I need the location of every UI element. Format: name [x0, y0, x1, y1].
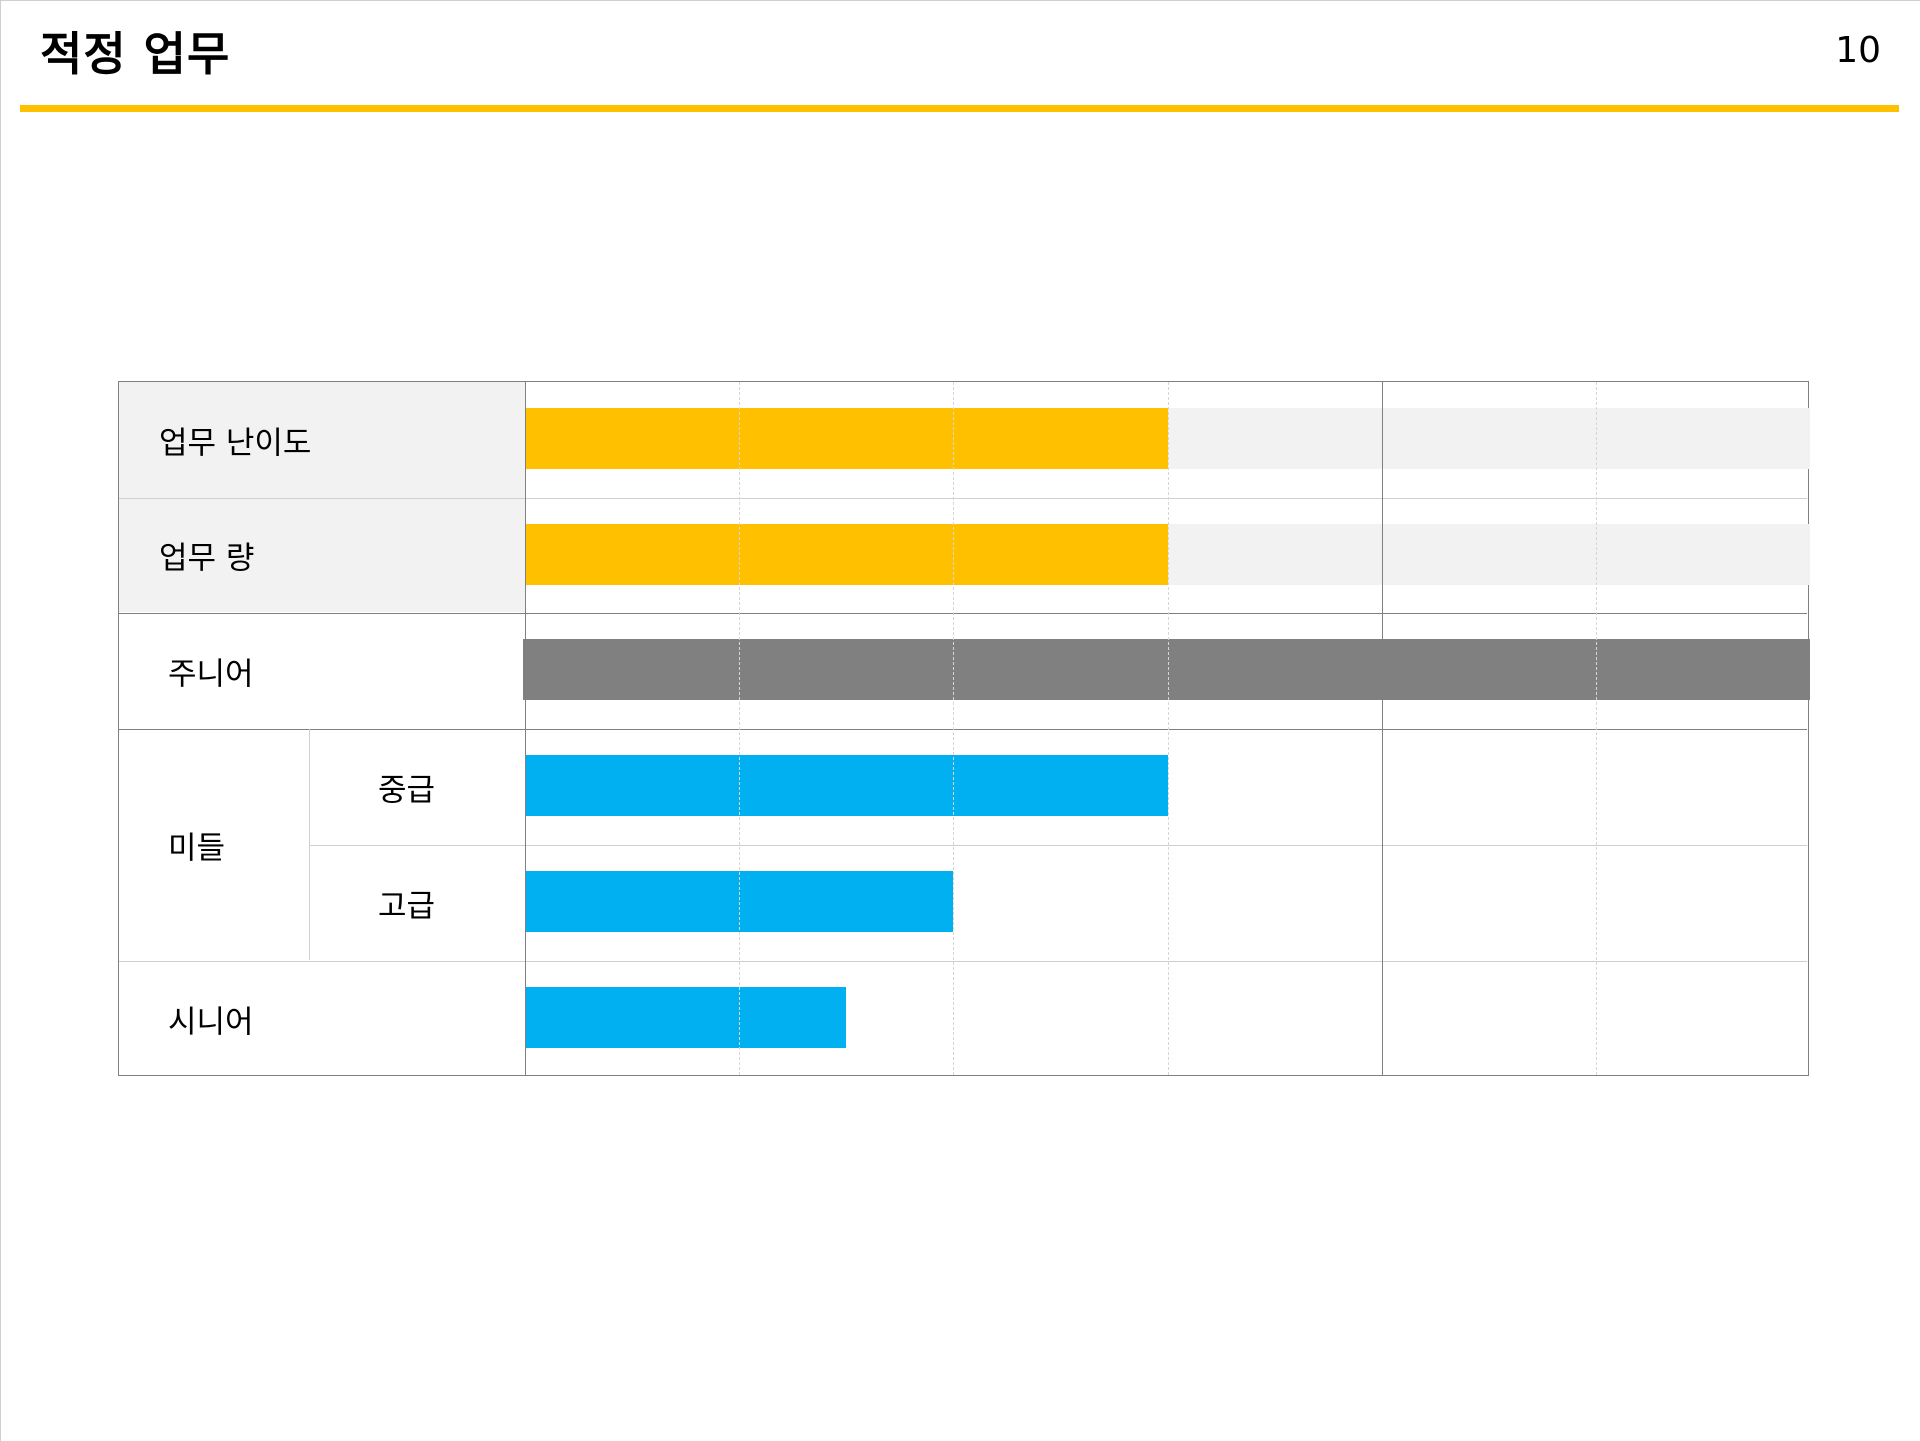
workload-chart-table: 업무 난이도 업무 량 주니어 미들 중급 고급 시니어 [118, 381, 1810, 1076]
row-label-middle: 미들 [168, 830, 226, 867]
row-divider [119, 960, 1807, 962]
bar-0 [525, 408, 1168, 469]
group-column-divider [309, 729, 310, 961]
bar-2 [523, 639, 1810, 701]
row-label-senior: 시니어 [168, 1004, 254, 1041]
bar-1 [525, 523, 1168, 585]
page-title: 적정 업무 [40, 27, 231, 81]
bar-4 [525, 870, 954, 932]
label-bg-header [119, 382, 525, 612]
gridline-dashed [739, 382, 741, 1075]
bar-5 [525, 986, 847, 1048]
row-divider [119, 613, 1807, 615]
gridline-dashed [1595, 382, 1597, 1075]
row-label-intermediate: 중급 [378, 772, 436, 809]
row-label-junior: 주니어 [168, 656, 254, 693]
gridline-solid [1381, 382, 1383, 1075]
page-number: 10 [1835, 30, 1881, 71]
bar-3 [525, 755, 1168, 817]
label-column-divider [525, 382, 526, 1075]
row-divider [309, 844, 1807, 846]
row-label-advanced: 고급 [378, 888, 436, 925]
gridline-dashed [1167, 382, 1169, 1075]
row-divider [119, 497, 1807, 499]
row-divider [119, 729, 1807, 731]
title-underline [20, 105, 1899, 112]
gridline-dashed [953, 382, 955, 1075]
row-label-volume: 업무 량 [159, 540, 255, 577]
row-label-difficulty: 업무 난이도 [159, 425, 312, 462]
